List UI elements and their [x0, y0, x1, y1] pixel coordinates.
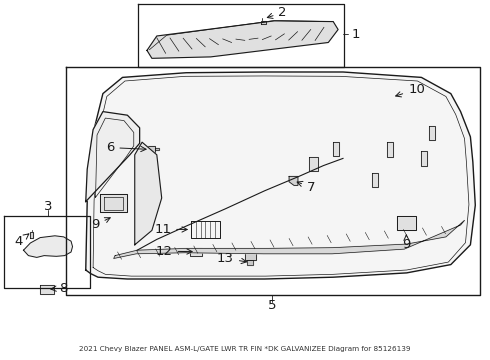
Polygon shape: [245, 251, 256, 260]
Text: 10: 10: [396, 83, 425, 97]
Polygon shape: [387, 142, 393, 157]
Text: 3: 3: [44, 201, 52, 213]
Polygon shape: [40, 285, 54, 294]
Polygon shape: [247, 260, 253, 265]
Polygon shape: [145, 146, 155, 153]
Text: 8: 8: [51, 282, 68, 294]
Polygon shape: [372, 173, 378, 187]
Text: 12: 12: [156, 245, 192, 258]
Text: 2021 Chevy Blazer PANEL ASM-L/GATE LWR TR FIN *DK GALVANIZEE Diagram for 8512613: 2021 Chevy Blazer PANEL ASM-L/GATE LWR T…: [79, 346, 411, 352]
Polygon shape: [261, 21, 266, 24]
Polygon shape: [333, 142, 339, 156]
Polygon shape: [190, 248, 202, 256]
Text: 13: 13: [217, 252, 246, 265]
Polygon shape: [136, 194, 149, 205]
Polygon shape: [397, 216, 416, 230]
Polygon shape: [421, 151, 427, 166]
Polygon shape: [289, 176, 298, 185]
Text: 5: 5: [268, 299, 276, 312]
Text: 6: 6: [106, 141, 146, 154]
Text: 11: 11: [154, 223, 187, 236]
Text: 1: 1: [352, 28, 360, 41]
Text: 7: 7: [297, 181, 316, 194]
Polygon shape: [309, 157, 318, 171]
Polygon shape: [100, 194, 127, 212]
Text: 9: 9: [402, 235, 411, 251]
Text: 9: 9: [91, 218, 110, 231]
Polygon shape: [429, 126, 435, 140]
Polygon shape: [155, 148, 159, 150]
Text: 2: 2: [268, 6, 287, 19]
Polygon shape: [86, 72, 475, 279]
Polygon shape: [24, 236, 73, 257]
Polygon shape: [135, 142, 162, 245]
Polygon shape: [114, 220, 465, 258]
Text: 4: 4: [14, 234, 29, 248]
Polygon shape: [30, 232, 33, 238]
Polygon shape: [147, 21, 338, 58]
Polygon shape: [86, 112, 140, 202]
